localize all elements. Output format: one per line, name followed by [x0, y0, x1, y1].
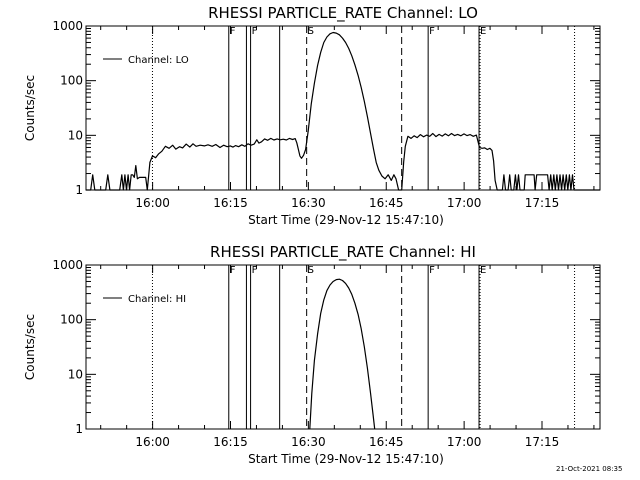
chart-1-xlabel: Start Time (29-Nov-12 15:47:10) [248, 213, 444, 227]
chart-1-ylabel: Counts/sec [23, 75, 37, 141]
chart-2-title: RHESSI PARTICLE_RATE Channel: HI [210, 243, 476, 262]
chart-1-frame [85, 25, 601, 191]
chart-2-xtick-label: 16:30 [291, 435, 326, 449]
chart-1-ytick-label: 10 [68, 128, 83, 142]
chart-2-ytick-label: 1 [75, 422, 83, 436]
chart-2-event-label: F [429, 265, 435, 276]
chart-1-xtick-label: 16:15 [213, 196, 248, 210]
chart-1-xtick-label: 17:15 [525, 196, 560, 210]
chart-2-xtick-label: 16:00 [135, 435, 170, 449]
chart-1-event-label: S [308, 26, 314, 37]
chart-2-ylabel: Counts/sec [23, 314, 37, 380]
chart-2-xlabel: Start Time (29-Nov-12 15:47:10) [248, 452, 444, 466]
chart-1-xtick-label: 16:30 [291, 196, 326, 210]
chart-1-legend-label: Channel: LO [128, 55, 189, 66]
chart-2-event-label: F [252, 265, 258, 276]
chart-1-event-label: E [480, 26, 486, 37]
chart-2-ytick-label: 100 [60, 313, 83, 327]
chart-2-xtick-label: 16:45 [369, 435, 404, 449]
chart-2-event-label: F [230, 265, 236, 276]
chart-2-frame [85, 264, 601, 430]
chart-2-ytick-label: 1000 [52, 258, 83, 272]
chart-1-ytick-label: 1000 [52, 19, 83, 33]
chart-1-event-label: F [252, 26, 258, 37]
chart-2-xtick-label: 17:15 [525, 435, 560, 449]
chart-2-event-label: E [480, 265, 486, 276]
chart-1-ytick-label: 100 [60, 74, 83, 88]
chart-2-legend-label: Channel: HI [128, 294, 186, 305]
chart-1-xtick-label: 16:00 [135, 196, 170, 210]
chart-2-xtick-label: 16:15 [213, 435, 248, 449]
date-stamp: 21-Oct-2021 08:35 [556, 465, 623, 473]
chart-1-xtick-label: 16:45 [369, 196, 404, 210]
chart-1-xtick-label: 17:00 [447, 196, 482, 210]
chart-2-xtick-label: 17:00 [447, 435, 482, 449]
chart-1-series-line [86, 31, 600, 191]
chart-2-ytick-label: 10 [68, 367, 83, 381]
chart-1-ytick-label: 1 [75, 183, 83, 197]
chart-2-event-label: S [308, 265, 314, 276]
chart-2-series-line [309, 278, 376, 430]
chart-1-title: RHESSI PARTICLE_RATE Channel: LO [208, 4, 478, 23]
chart-1-event-label: F [429, 26, 435, 37]
chart-1-event-label: F [230, 26, 236, 37]
